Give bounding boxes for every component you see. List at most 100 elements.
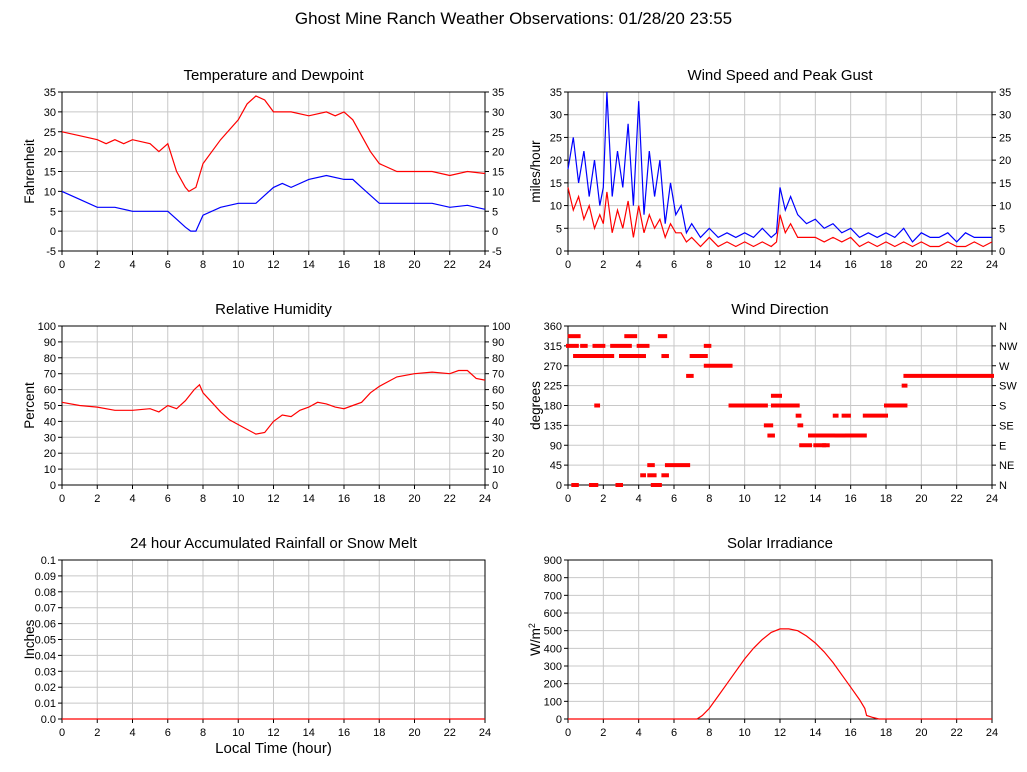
x-tick-label: 16 [338,727,350,739]
y-tick-label: 80 [44,353,56,365]
y-axis-label: degrees [528,381,543,430]
x-tick-label: 18 [373,493,385,505]
y-right-tick-label: SE [999,420,1014,432]
y-right-tick-label: 15 [999,178,1011,190]
y-tick-label: 90 [550,440,562,452]
x-tick-label: 20 [915,493,927,505]
y-axis-label: miles/hour [528,140,543,203]
rain-chart: 0 2 4 6 8 10 12 14 16 18 20 22 240.00.010.020.030.04… [22,535,491,757]
y-right-tick-label: 0 [492,226,498,238]
y-right-tick-label: -5 [492,246,502,258]
y-tick-label: 0 [50,480,56,492]
y-tick-label: -5 [46,246,56,258]
x-tick-label: 8 [200,493,206,505]
y-tick-label: 0 [556,714,562,726]
x-tick-label: 6 [165,259,171,271]
y-right-tick-label: NE [999,460,1014,472]
x-tick-label: 14 [809,259,821,271]
y-axis-label-superscript: 2 [527,623,537,628]
y-right-tick-label: NW [999,341,1018,353]
rh-series-line-0 [61,369,486,435]
y-right-tick-label: 35 [492,87,504,99]
y-tick-label: 0.07 [35,603,56,615]
x-tick-label: 24 [986,259,998,271]
y-tick-label: 0 [556,480,562,492]
x-tick-label: 14 [303,493,315,505]
temp-series-line-1 [61,174,486,232]
y-tick-label: 0.04 [35,650,56,662]
y-right-tick-label: 90 [492,337,504,349]
x-tick-label: 18 [880,259,892,271]
x-tick-label: 20 [408,259,420,271]
x-tick-label: 18 [880,493,892,505]
y-tick-label: 15 [44,167,56,179]
y-right-tick-label: 10 [492,464,504,476]
x-tick-label: 22 [951,727,963,739]
x-tick-label: 20 [915,727,927,739]
solar-chart: 0 2 4 6 8 10 12 14 16 18 20 22 240100200300400500600… [527,535,998,739]
x-tick-label: 4 [636,259,642,271]
y-tick-label: 30 [44,432,56,444]
y-right-tick-label: S [999,401,1006,413]
y-right-tick-label: 15 [492,167,504,179]
y-tick-label: 35 [550,87,562,99]
y-right-tick-label: 0 [492,480,498,492]
x-tick-label: 12 [774,493,786,505]
x-tick-label: 14 [809,727,821,739]
y-right-tick-label: 60 [492,385,504,397]
x-tick-label: 0 [59,727,65,739]
y-tick-label: 700 [544,590,562,602]
y-right-tick-label: N [999,480,1007,492]
x-tick-label: 8 [706,493,712,505]
y-tick-label: 60 [44,385,56,397]
y-tick-label: 90 [44,337,56,349]
x-tick-label: 12 [267,493,279,505]
x-tick-label: 22 [444,727,456,739]
rh-chart: 0 2 4 6 8 10 12 14 16 18 20 22 240102030405060708090… [22,301,510,505]
x-tick-label: 10 [739,727,751,739]
y-tick-label: 800 [544,573,562,585]
x-tick-label: 10 [739,259,751,271]
y-right-tick-label: 70 [492,369,504,381]
x-tick-label: 12 [267,727,279,739]
y-right-tick-label: 5 [999,223,1005,235]
x-tick-label: 22 [951,259,963,271]
y-tick-label: 10 [44,186,56,198]
y-axis-label: W/m2 [527,623,543,656]
y-tick-label: 50 [44,401,56,413]
y-right-tick-label: 30 [999,110,1011,122]
y-tick-label: 200 [544,679,562,691]
y-right-tick-label: 0 [999,246,1005,258]
y-right-tick-label: 20 [999,155,1011,167]
y-tick-label: 0.06 [35,619,56,631]
y-axis-label: Inches [22,619,37,659]
x-tick-label: 24 [479,259,491,271]
solar-series-line-0 [568,628,992,720]
x-tick-label: 24 [479,727,491,739]
x-tick-label: 8 [706,727,712,739]
y-tick-label: 45 [550,460,562,472]
temp-series-line-0 [61,95,486,193]
y-tick-label: 225 [544,381,562,393]
x-tick-label: 4 [129,493,135,505]
x-tick-label: 22 [444,493,456,505]
x-tick-label: 16 [845,259,857,271]
dir-chart: 0 2 4 6 8 10 12 14 16 18 20 22 240459013518022527031… [528,301,1018,505]
y-tick-label: 40 [44,416,56,428]
x-tick-label: 8 [200,727,206,739]
x-tick-label: 10 [232,727,244,739]
y-right-tick-label: 5 [492,206,498,218]
wind-chart: 0 2 4 6 8 10 12 14 16 18 20 22 240510152025303505101… [528,67,1011,271]
y-tick-label: 0.08 [35,587,56,599]
y-tick-label: 10 [44,464,56,476]
x-tick-label: 2 [600,493,606,505]
x-tick-label: 16 [845,727,857,739]
y-tick-label: 100 [38,321,56,333]
y-right-tick-label: 20 [492,448,504,460]
y-tick-label: 25 [44,127,56,139]
x-tick-label: 2 [94,493,100,505]
x-tick-label: 18 [373,727,385,739]
x-tick-label: 6 [671,259,677,271]
x-tick-label: 12 [774,259,786,271]
